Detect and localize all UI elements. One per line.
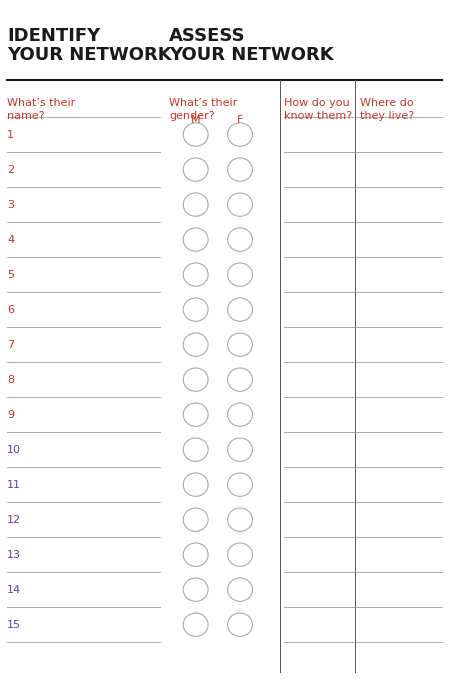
Text: ASSESS: ASSESS bbox=[169, 27, 246, 45]
Text: What’s their
name?: What’s their name? bbox=[7, 98, 75, 120]
Text: 14: 14 bbox=[7, 585, 22, 594]
Ellipse shape bbox=[183, 543, 208, 566]
Text: 4: 4 bbox=[7, 235, 14, 244]
Ellipse shape bbox=[228, 368, 252, 391]
Text: What’s their
gender?: What’s their gender? bbox=[169, 98, 238, 120]
Ellipse shape bbox=[228, 263, 252, 286]
Ellipse shape bbox=[228, 193, 252, 217]
Ellipse shape bbox=[183, 368, 208, 391]
Ellipse shape bbox=[228, 438, 252, 462]
Text: 5: 5 bbox=[7, 270, 14, 280]
Text: YOUR NETWORK: YOUR NETWORK bbox=[169, 46, 334, 64]
Text: IDENTIFY: IDENTIFY bbox=[7, 27, 101, 45]
Text: 11: 11 bbox=[7, 480, 21, 490]
Text: How do you
know them?: How do you know them? bbox=[284, 98, 352, 120]
Ellipse shape bbox=[228, 613, 252, 637]
Ellipse shape bbox=[228, 158, 252, 181]
Ellipse shape bbox=[183, 123, 208, 146]
Text: 13: 13 bbox=[7, 549, 21, 560]
Text: 2: 2 bbox=[7, 165, 14, 174]
Text: 3: 3 bbox=[7, 199, 14, 210]
Ellipse shape bbox=[228, 228, 252, 251]
Ellipse shape bbox=[228, 123, 252, 146]
Ellipse shape bbox=[183, 578, 208, 601]
Text: 7: 7 bbox=[7, 340, 14, 349]
Ellipse shape bbox=[183, 193, 208, 217]
Ellipse shape bbox=[228, 473, 252, 496]
Ellipse shape bbox=[228, 403, 252, 426]
Text: YOUR NETWORK: YOUR NETWORK bbox=[7, 46, 172, 64]
Text: 9: 9 bbox=[7, 410, 14, 419]
Text: 6: 6 bbox=[7, 304, 14, 315]
Text: 12: 12 bbox=[7, 515, 22, 525]
Text: 10: 10 bbox=[7, 445, 21, 455]
Ellipse shape bbox=[183, 473, 208, 496]
Text: 8: 8 bbox=[7, 374, 14, 385]
Ellipse shape bbox=[183, 403, 208, 426]
Text: Where do
they live?: Where do they live? bbox=[360, 98, 414, 120]
Ellipse shape bbox=[228, 543, 252, 566]
Ellipse shape bbox=[228, 578, 252, 601]
Ellipse shape bbox=[183, 158, 208, 181]
Ellipse shape bbox=[183, 228, 208, 251]
Ellipse shape bbox=[183, 508, 208, 531]
Ellipse shape bbox=[183, 438, 208, 462]
Ellipse shape bbox=[183, 333, 208, 356]
Text: F: F bbox=[237, 116, 243, 125]
Ellipse shape bbox=[228, 298, 252, 321]
Text: 1: 1 bbox=[7, 129, 14, 140]
Text: M: M bbox=[191, 116, 201, 125]
Ellipse shape bbox=[183, 263, 208, 286]
Ellipse shape bbox=[183, 298, 208, 321]
Text: 15: 15 bbox=[7, 620, 21, 630]
Ellipse shape bbox=[228, 508, 252, 531]
Ellipse shape bbox=[228, 333, 252, 356]
Ellipse shape bbox=[183, 613, 208, 637]
